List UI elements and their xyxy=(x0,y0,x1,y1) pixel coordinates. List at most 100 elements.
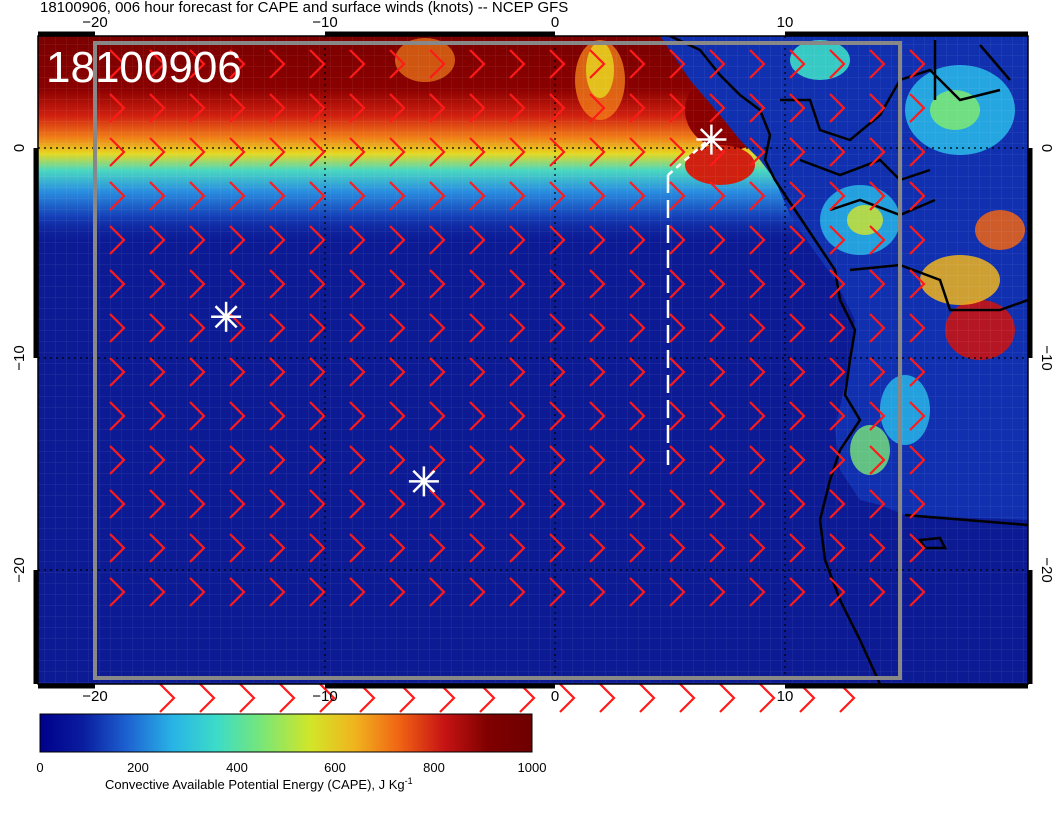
wind-barb xyxy=(349,269,366,299)
wind-barb xyxy=(589,445,606,475)
wind-barb xyxy=(789,225,806,255)
wind-barb xyxy=(149,225,166,255)
wind-barb xyxy=(439,683,456,713)
colorbar-tick: 200 xyxy=(127,760,149,775)
wind-barb xyxy=(149,93,166,123)
wind-barb xyxy=(549,313,566,343)
wind-barb xyxy=(709,577,726,607)
wind-barb xyxy=(189,225,206,255)
wind-barb xyxy=(149,137,166,167)
wind-barb xyxy=(309,181,326,211)
wind-barb xyxy=(909,313,926,343)
wind-barb xyxy=(509,225,526,255)
wind-barb xyxy=(509,533,526,563)
wind-barb xyxy=(589,225,606,255)
wind-barb xyxy=(589,181,606,211)
wind-barb xyxy=(509,181,526,211)
storm-marker-north xyxy=(696,124,727,155)
wind-barb xyxy=(349,49,366,79)
wind-barb xyxy=(269,357,286,387)
lon-tick-label: −20 xyxy=(82,688,107,705)
wind-barb xyxy=(149,357,166,387)
wind-barb xyxy=(869,313,886,343)
wind-barb xyxy=(629,93,646,123)
wind-barb xyxy=(629,137,646,167)
wind-barb xyxy=(149,181,166,211)
wind-barb xyxy=(109,313,126,343)
wind-barb xyxy=(749,181,766,211)
wind-barb xyxy=(269,313,286,343)
wind-barb xyxy=(789,49,806,79)
wind-barb xyxy=(389,489,406,519)
lon-tick-label: −10 xyxy=(312,14,337,31)
wind-barb xyxy=(199,683,216,713)
wind-barb xyxy=(469,577,486,607)
lon-tick-label: −10 xyxy=(312,688,337,705)
wind-barb xyxy=(269,489,286,519)
wind-barb xyxy=(469,533,486,563)
wind-barb xyxy=(189,533,206,563)
wind-barb xyxy=(159,683,176,713)
wind-barb xyxy=(229,577,246,607)
wind-barb xyxy=(509,489,526,519)
wind-barb xyxy=(869,489,886,519)
wind-barb xyxy=(709,401,726,431)
wind-barb xyxy=(709,181,726,211)
wind-barb xyxy=(429,225,446,255)
wind-barb xyxy=(509,269,526,299)
wind-barb xyxy=(229,489,246,519)
lat-tick-label: −20 xyxy=(11,557,28,582)
wind-barb xyxy=(149,489,166,519)
wind-barb xyxy=(589,137,606,167)
colorbar-gradient xyxy=(39,713,533,753)
wind-barb xyxy=(869,225,886,255)
wind-barb xyxy=(109,181,126,211)
wind-barb xyxy=(909,49,926,79)
wind-barb xyxy=(389,313,406,343)
wind-barb xyxy=(589,93,606,123)
wind-barb xyxy=(829,225,846,255)
wind-barb xyxy=(709,533,726,563)
wind-barb xyxy=(669,357,686,387)
wind-barb xyxy=(389,577,406,607)
wind-barb xyxy=(229,401,246,431)
wind-barb xyxy=(109,269,126,299)
wind-barb xyxy=(909,137,926,167)
wind-barb xyxy=(749,489,766,519)
wind-barb xyxy=(239,683,256,713)
wind-barb xyxy=(269,533,286,563)
lat-tick-label: 0 xyxy=(11,144,28,152)
wind-barb xyxy=(149,533,166,563)
wind-barb xyxy=(789,577,806,607)
lon-ticks-top: −20 −10 0 10 xyxy=(82,14,793,31)
wind-barb xyxy=(189,401,206,431)
wind-barb xyxy=(479,683,496,713)
wind-barb xyxy=(189,313,206,343)
wind-barb xyxy=(829,533,846,563)
wind-barb xyxy=(509,445,526,475)
wind-barb xyxy=(909,533,926,563)
wind-barb xyxy=(789,533,806,563)
wind-barb xyxy=(309,269,326,299)
wind-barb xyxy=(669,577,686,607)
wind-barb xyxy=(279,683,296,713)
wind-barb xyxy=(709,489,726,519)
wind-barb xyxy=(709,357,726,387)
wind-barb xyxy=(709,225,726,255)
wind-barb xyxy=(349,401,366,431)
wind-barb xyxy=(909,489,926,519)
wind-barb xyxy=(629,401,646,431)
colorbar-tick: 400 xyxy=(226,760,248,775)
wind-barb xyxy=(269,401,286,431)
wind-barb xyxy=(589,401,606,431)
wind-barb xyxy=(829,445,846,475)
wind-barb xyxy=(389,269,406,299)
map-title: 18100906, 006 hour forecast for CAPE and… xyxy=(40,0,568,16)
wind-barb xyxy=(269,181,286,211)
wind-barb xyxy=(349,357,366,387)
wind-barb xyxy=(669,181,686,211)
wind-barb xyxy=(839,683,856,713)
wind-barb xyxy=(309,49,326,79)
wind-barb xyxy=(269,93,286,123)
